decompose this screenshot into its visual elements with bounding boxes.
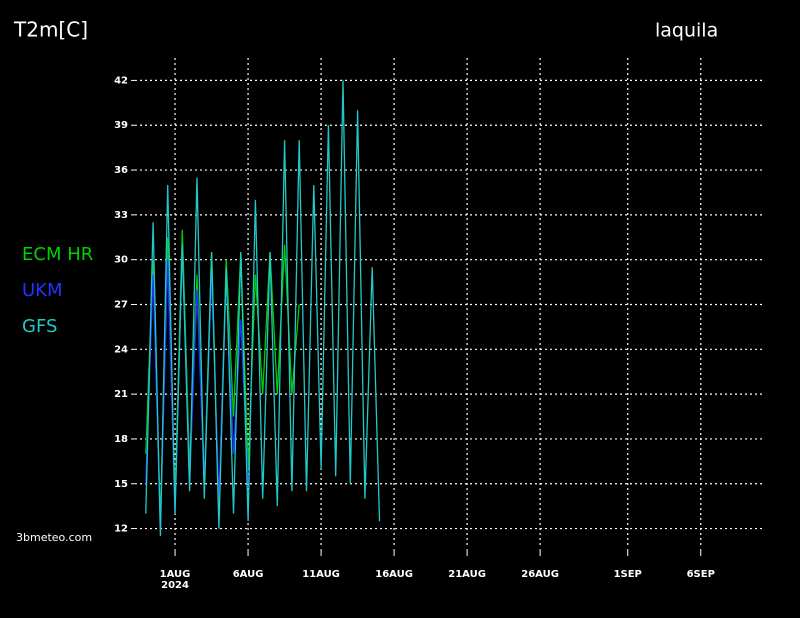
y-tick-label: 33 — [114, 210, 128, 221]
y-tick-label: 30 — [114, 255, 128, 266]
legend-entry: UKM — [22, 280, 63, 301]
x-tick-label: 16AUG — [375, 569, 413, 580]
x-tick-label: 1AUG — [160, 569, 191, 580]
y-tick-label: 27 — [114, 299, 128, 310]
y-tick-label: 12 — [114, 524, 128, 535]
x-tick-label: 6AUG — [233, 569, 264, 580]
x-tick-label: 21AUG — [448, 569, 486, 580]
y-tick-label: 39 — [114, 120, 128, 131]
chart-title: T2m[C] — [13, 18, 88, 42]
x-tick-label: 11AUG — [302, 569, 340, 580]
x-sublabel: 2024 — [161, 580, 189, 591]
y-tick-label: 36 — [114, 165, 128, 176]
y-tick-label: 21 — [114, 389, 128, 400]
y-tick-label: 24 — [114, 344, 128, 355]
location: laquila — [655, 20, 718, 42]
credit: 3bmeteo.com — [16, 531, 92, 544]
y-tick-label: 42 — [114, 75, 128, 86]
y-tick-label: 15 — [114, 479, 128, 490]
y-tick-label: 18 — [114, 434, 128, 445]
legend-entry: GFS — [22, 316, 57, 337]
x-tick-label: 26AUG — [521, 569, 559, 580]
series-line — [145, 80, 381, 537]
x-tick-label: 6SEP — [687, 569, 715, 580]
x-tick-label: 1SEP — [614, 569, 642, 580]
legend-entry: ECM HR — [22, 244, 93, 265]
